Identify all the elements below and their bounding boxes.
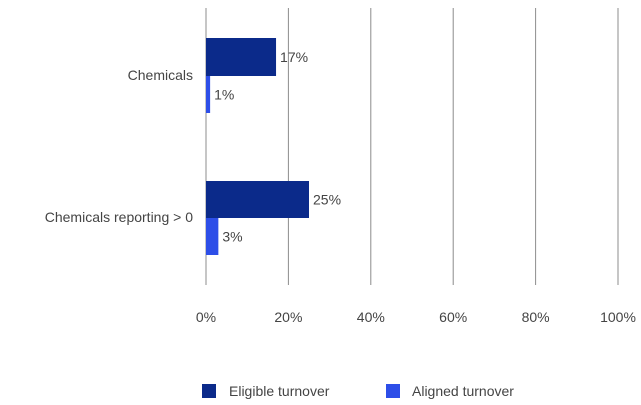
bar-aligned <box>206 76 211 113</box>
data-label: 17% <box>280 49 308 65</box>
bar-eligible <box>206 38 277 76</box>
x-tick-labels: 0% 20% 40% 60% 80% 100% <box>196 309 636 325</box>
data-label: 3% <box>222 229 242 245</box>
x-tick-label: 20% <box>274 309 302 325</box>
x-tick-label: 100% <box>600 309 636 325</box>
legend-swatch-eligible <box>202 384 216 398</box>
data-label: 1% <box>214 87 234 103</box>
x-tick-label: 60% <box>439 309 467 325</box>
data-label: 25% <box>313 192 341 208</box>
legend-label: Eligible turnover <box>229 383 330 399</box>
category-label: Chemicals reporting > 0 <box>45 209 193 225</box>
bars: 17% 1% 25% 3% <box>206 38 341 255</box>
bar-eligible <box>206 181 309 218</box>
x-tick-label: 0% <box>196 309 216 325</box>
legend: Eligible turnover Aligned turnover <box>202 383 514 399</box>
legend-label: Aligned turnover <box>412 383 514 399</box>
category-labels: Chemicals Chemicals reporting > 0 <box>45 67 193 225</box>
x-tick-label: 80% <box>522 309 550 325</box>
category-label: Chemicals <box>128 67 193 83</box>
x-tick-label: 40% <box>357 309 385 325</box>
bar-aligned <box>206 218 219 255</box>
legend-swatch-aligned <box>386 384 400 398</box>
